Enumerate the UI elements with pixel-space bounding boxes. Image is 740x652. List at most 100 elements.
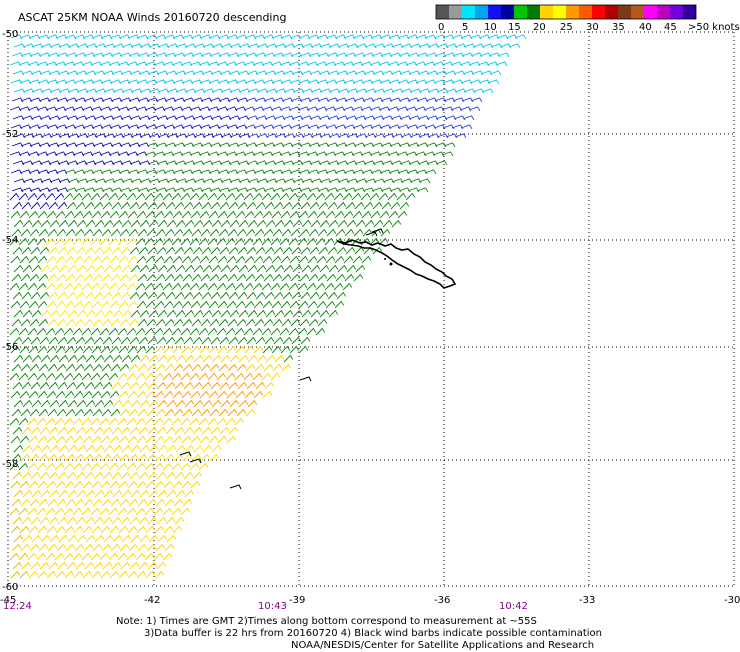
wind-barb bbox=[76, 309, 87, 318]
south-georgia-island bbox=[336, 239, 457, 289]
wind-barb bbox=[84, 201, 95, 210]
wind-barb bbox=[199, 345, 210, 354]
wind-barb bbox=[157, 444, 168, 453]
wind-barb bbox=[82, 390, 93, 399]
wind-barb bbox=[85, 264, 96, 273]
wind-barb bbox=[82, 300, 93, 309]
wind-barb bbox=[182, 318, 193, 327]
wind-barb bbox=[184, 444, 195, 453]
wind-barb bbox=[83, 228, 94, 237]
wind-barb bbox=[298, 210, 309, 219]
wind-barb bbox=[84, 246, 95, 255]
wind-barb bbox=[227, 318, 238, 327]
wind-barb bbox=[63, 192, 74, 201]
wind-barb bbox=[299, 318, 310, 327]
wind-barb bbox=[211, 399, 222, 408]
wind-barb bbox=[290, 273, 301, 282]
wind-barb bbox=[337, 264, 348, 273]
wind-barb bbox=[84, 291, 95, 300]
wind-barb bbox=[102, 426, 113, 435]
wind-barb bbox=[343, 255, 354, 264]
wind-barb bbox=[75, 426, 86, 435]
wind-barb bbox=[247, 219, 258, 228]
wind-barb bbox=[74, 318, 85, 327]
wind-barb bbox=[93, 201, 104, 210]
wind-barb bbox=[126, 462, 137, 471]
wind-barb bbox=[54, 192, 65, 201]
wind-barb bbox=[271, 255, 282, 264]
wind-barb bbox=[281, 228, 292, 237]
wind-barb bbox=[225, 282, 236, 291]
wind-barb bbox=[397, 210, 408, 219]
wind-barb bbox=[157, 399, 168, 408]
wind-barb bbox=[19, 570, 30, 579]
wind-barb bbox=[54, 417, 65, 426]
wind-barb bbox=[19, 345, 30, 354]
wind-barb bbox=[145, 300, 156, 309]
wind-barb bbox=[253, 345, 264, 354]
wind-barb bbox=[56, 543, 67, 552]
wind-barb bbox=[82, 570, 93, 579]
wind-barb bbox=[298, 345, 309, 354]
wind-barb bbox=[47, 498, 58, 507]
wind-barb bbox=[236, 273, 247, 282]
wind-barb bbox=[99, 417, 110, 426]
wind-barb bbox=[229, 264, 240, 273]
wind-barb bbox=[18, 552, 29, 561]
wind-barb bbox=[137, 453, 148, 462]
wind-barb bbox=[110, 543, 121, 552]
wind-barb bbox=[216, 327, 227, 336]
wind-barb bbox=[101, 498, 112, 507]
wind-barb bbox=[163, 255, 174, 264]
wind-barb bbox=[121, 534, 132, 543]
wind-barb bbox=[405, 192, 416, 201]
wind-barb bbox=[162, 462, 173, 471]
wind-barb bbox=[156, 426, 167, 435]
wind-barb bbox=[121, 444, 132, 453]
wind-barb bbox=[63, 552, 74, 561]
wind-barb bbox=[291, 336, 302, 345]
wind-barb bbox=[309, 201, 320, 210]
wind-barb bbox=[130, 354, 141, 363]
wind-barb bbox=[117, 237, 128, 246]
wind-barb bbox=[316, 210, 327, 219]
wind-barb bbox=[337, 219, 348, 228]
wind-barb bbox=[153, 462, 164, 471]
wind-barb bbox=[271, 300, 282, 309]
legend-swatch bbox=[605, 5, 618, 19]
wind-barb bbox=[10, 255, 21, 264]
wind-barb bbox=[163, 480, 174, 489]
wind-barb bbox=[182, 408, 193, 417]
wind-barb bbox=[64, 210, 75, 219]
wind-barb bbox=[83, 408, 94, 417]
wind-barb bbox=[101, 408, 112, 417]
wind-barb bbox=[165, 516, 176, 525]
wind-barb bbox=[130, 534, 141, 543]
legend-swatch bbox=[553, 5, 566, 19]
wind-barb bbox=[373, 219, 384, 228]
wind-barb bbox=[90, 507, 101, 516]
wind-barb bbox=[190, 300, 201, 309]
wind-barb bbox=[180, 507, 191, 516]
wind-barb bbox=[110, 228, 121, 237]
wind-barb bbox=[291, 291, 302, 300]
wind-barb bbox=[67, 489, 78, 498]
wind-barb bbox=[31, 489, 42, 498]
wind-barb bbox=[208, 390, 219, 399]
wind-barb bbox=[126, 192, 137, 201]
wind-barb bbox=[333, 282, 344, 291]
wind-barb bbox=[9, 552, 20, 561]
wind-barb bbox=[147, 246, 158, 255]
wind-barb bbox=[344, 228, 355, 237]
wind-barb bbox=[11, 453, 22, 462]
wind-barb bbox=[165, 471, 176, 480]
wind-barb bbox=[165, 246, 176, 255]
wind-barb bbox=[238, 219, 249, 228]
wind-barb bbox=[120, 246, 131, 255]
wind-barb bbox=[30, 201, 41, 210]
wind-barb bbox=[40, 354, 51, 363]
wind-barb bbox=[228, 246, 239, 255]
wind-barb bbox=[238, 354, 249, 363]
wind-barb bbox=[416, 187, 429, 193]
wind-barb bbox=[45, 417, 56, 426]
